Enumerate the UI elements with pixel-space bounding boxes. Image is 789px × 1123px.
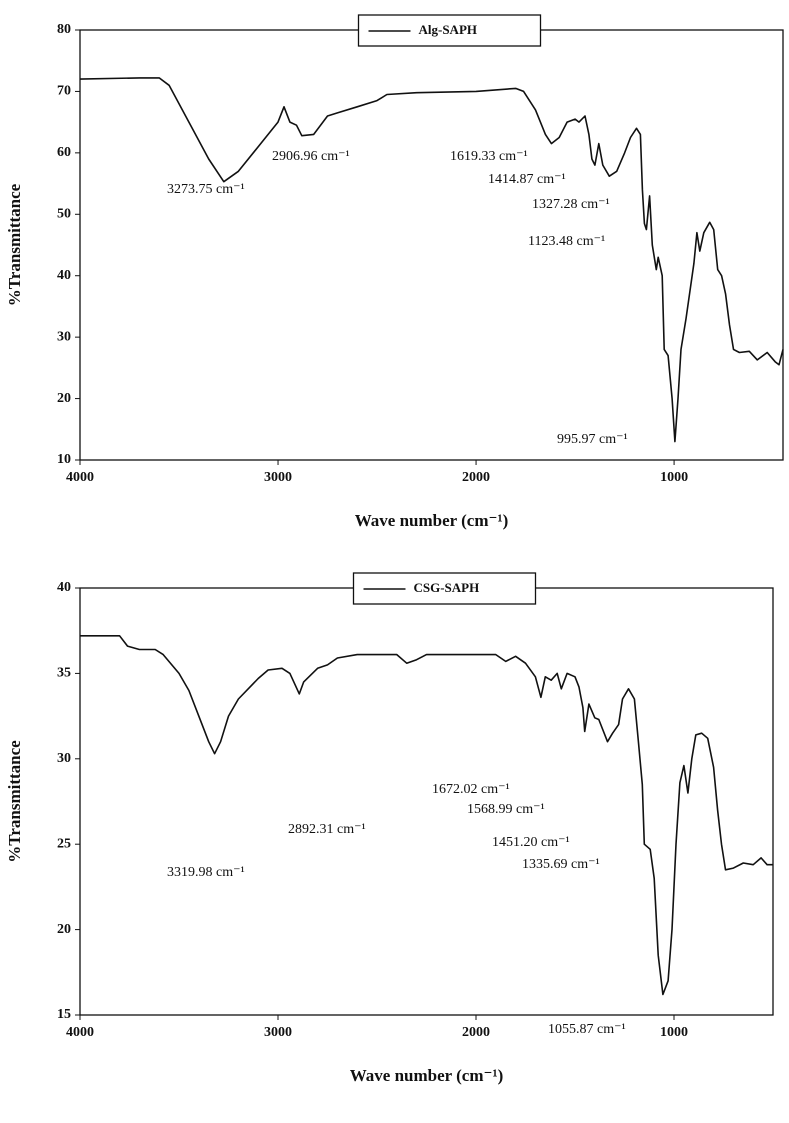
peak-label: 1451.20 cm⁻¹ [492, 835, 570, 850]
peak-label: 3273.75 cm⁻¹ [167, 182, 245, 197]
peak-label: 1568.99 cm⁻¹ [467, 802, 545, 817]
peak-label: 1672.02 cm⁻¹ [432, 782, 510, 797]
plot-frame [79, 587, 774, 1016]
y-tick-label: 15 [57, 1007, 71, 1022]
y-tick-label: 40 [57, 268, 71, 283]
legend-label: CSG-SAPH [414, 580, 480, 595]
peak-label: 1414.87 cm⁻¹ [488, 172, 566, 187]
x-tick-label: 4000 [66, 470, 94, 485]
peak-label: 1335.69 cm⁻¹ [522, 857, 600, 872]
x-tick-label: 1000 [660, 1025, 688, 1040]
x-tick-label: 3000 [264, 1025, 292, 1040]
y-tick-label: 60 [57, 145, 71, 160]
y-tick-label: 40 [57, 580, 71, 595]
y-axis-label: %Transmittance [5, 740, 24, 863]
y-tick-label: 80 [57, 22, 71, 37]
y-tick-label: 35 [57, 666, 71, 681]
x-tick-label: 4000 [66, 1025, 94, 1040]
y-tick-label: 30 [57, 751, 71, 766]
y-tick-label: 50 [57, 207, 71, 222]
spectrum-line [80, 635, 773, 996]
y-tick-label: 30 [57, 329, 71, 344]
x-tick-label: 1000 [660, 470, 688, 485]
y-tick-label: 10 [57, 452, 71, 467]
x-tick-label: 2000 [462, 1025, 490, 1040]
peak-label: 2906.96 cm⁻¹ [272, 149, 350, 164]
spectrum-line [79, 77, 784, 443]
x-axis-label: Wave number (cm⁻¹) [355, 511, 509, 530]
y-tick-label: 20 [57, 922, 71, 937]
legend-label: Alg-SAPH [419, 22, 478, 37]
x-tick-label: 2000 [462, 470, 490, 485]
peak-label: 2892.31 cm⁻¹ [288, 822, 366, 837]
peak-label: 1619.33 cm⁻¹ [450, 149, 528, 164]
peak-label: 3319.98 cm⁻¹ [167, 865, 245, 880]
x-tick-label: 3000 [264, 470, 292, 485]
peak-label: 1327.28 cm⁻¹ [532, 197, 610, 212]
y-tick-label: 25 [57, 836, 71, 851]
y-axis-label: %Transmittance [5, 183, 24, 306]
x-axis-label: Wave number (cm⁻¹) [350, 1066, 504, 1085]
peak-label: 1055.87 cm⁻¹ [548, 1022, 626, 1037]
y-tick-label: 20 [57, 391, 71, 406]
peak-label: 1123.48 cm⁻¹ [528, 234, 605, 249]
peak-label: 995.97 cm⁻¹ [557, 432, 628, 447]
y-tick-label: 70 [57, 84, 71, 99]
